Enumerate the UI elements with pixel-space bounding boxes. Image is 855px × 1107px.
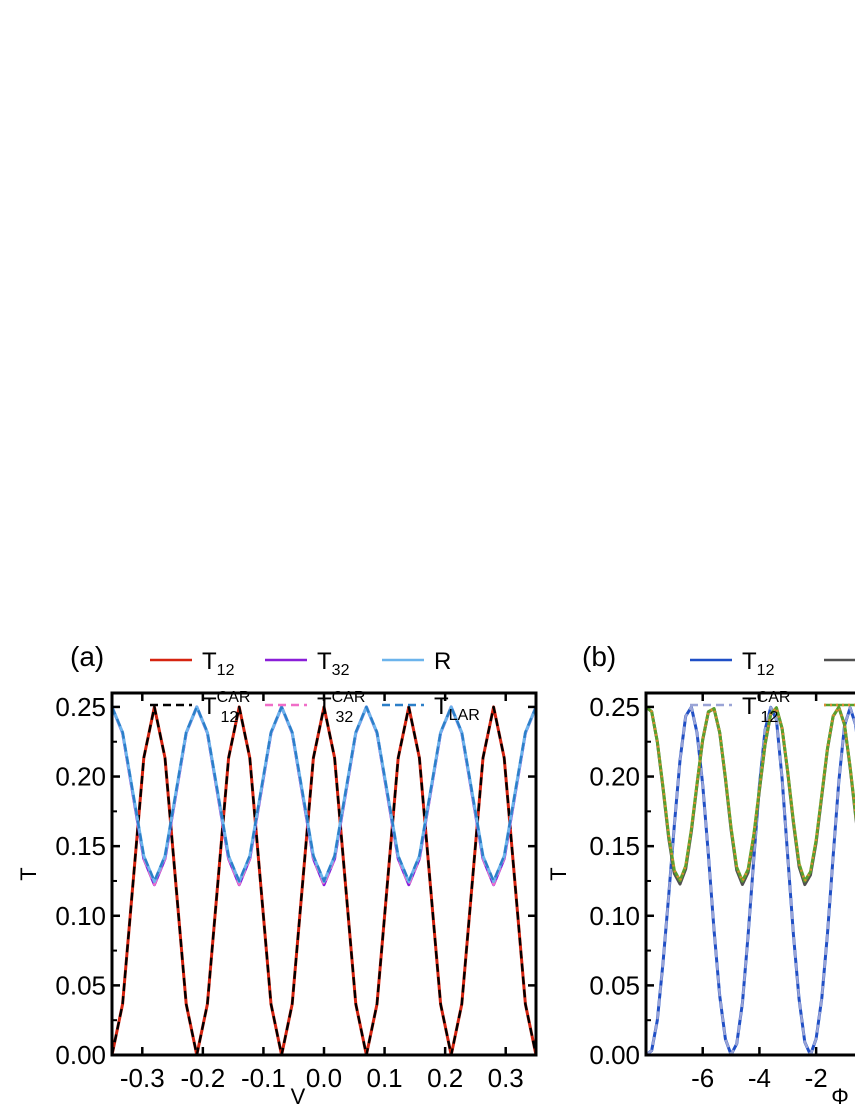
y-axis-title: T (546, 867, 571, 880)
legend-label-t32car: TCAR 32 (317, 689, 365, 726)
legend-label-tlar: TLAR (434, 693, 480, 724)
y-tick-label: 0.20 (55, 762, 106, 792)
legend-label-t12: T12 (202, 648, 235, 679)
series-line-t12car (112, 705, 536, 1055)
legend-label-t12car: TCAR 12 (742, 689, 790, 726)
axes-frame (644, 691, 855, 1057)
x-axis-title: V (291, 1084, 306, 1107)
series-line-r (112, 705, 536, 884)
y-tick-label: 0.25 (589, 692, 640, 722)
x-axis-title: Φ (831, 1084, 849, 1107)
x-tick-label: -0.2 (180, 1063, 225, 1093)
y-tick-label: 0.10 (55, 901, 106, 931)
y-axis-title: T (16, 867, 41, 880)
plot-area (112, 705, 536, 1055)
x-tick-label: 0.2 (427, 1063, 463, 1093)
x-tick-label: -0.3 (120, 1063, 165, 1093)
x-tick-label: -6 (691, 1063, 714, 1093)
legend-label-r: R (434, 648, 451, 675)
y-tick-label: 0.15 (55, 831, 106, 861)
panel-label: (a) (70, 641, 104, 672)
plot-area (646, 705, 855, 1055)
panel-a: 0.00 0.05 0.10 0.15 0.20 0.25 -0.3 -0.2 -0.1 0.0 0… (16, 641, 538, 1107)
legend-label-t12: T12 (742, 648, 775, 679)
x-tick-label: 0.1 (366, 1063, 402, 1093)
y-tick-label: 0.20 (589, 762, 640, 792)
series-line-r (646, 705, 855, 883)
x-tick-label: -0.1 (241, 1063, 286, 1093)
y-tick-label: 0.00 (55, 1040, 106, 1070)
x-tick-label: -4 (748, 1063, 771, 1093)
y-tick-label: 0.25 (55, 692, 106, 722)
y-tick-label: 0.05 (55, 970, 106, 1000)
legend-label-t32: T32 (317, 648, 350, 679)
y-tick-label: 0.10 (589, 901, 640, 931)
y-tick-label: 0.15 (589, 831, 640, 861)
x-tick-label: 0.0 (306, 1063, 342, 1093)
x-tick-label: 0.3 (488, 1063, 524, 1093)
y-tick-label: 0.05 (589, 970, 640, 1000)
series-line-tlar (112, 705, 536, 883)
y-tick-label: 0.00 (589, 1040, 640, 1070)
x-tick-label: -2 (805, 1063, 828, 1093)
panel-b: 0.000.050.100.150.200.25-6-4-20TΦ(b)T12T… (546, 641, 855, 1107)
panel-label: (b) (582, 641, 616, 672)
